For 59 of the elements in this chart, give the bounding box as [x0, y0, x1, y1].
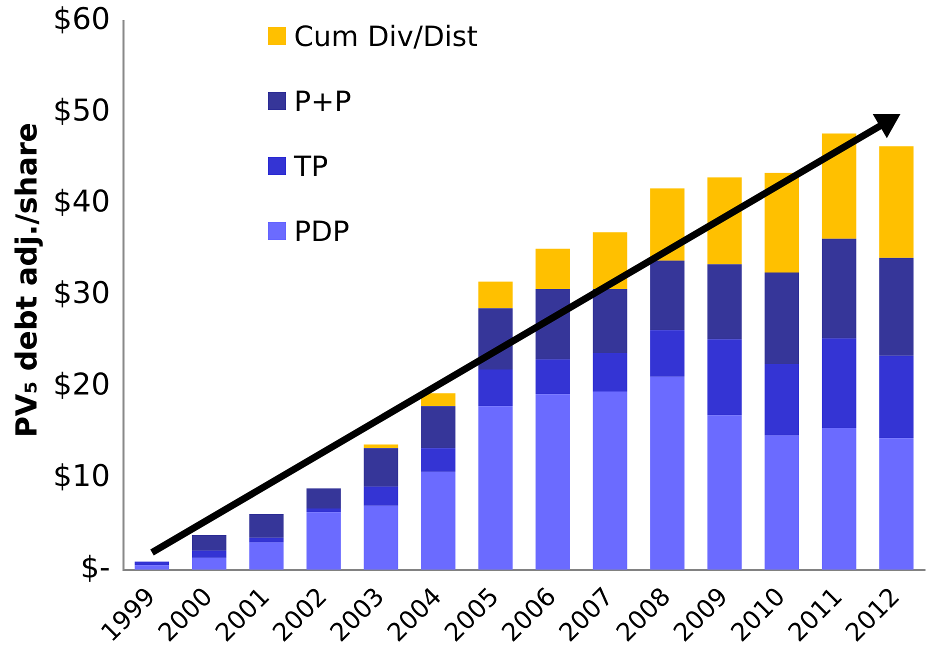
bar — [879, 258, 914, 356]
bar — [478, 406, 513, 570]
bar — [364, 448, 398, 487]
bar — [306, 512, 341, 570]
bar — [134, 565, 170, 570]
bar — [306, 508, 341, 512]
legend-label: PDP — [294, 214, 350, 248]
bar — [822, 428, 856, 570]
y-tick-label: $10 — [52, 459, 110, 494]
bar — [822, 134, 856, 239]
bar — [650, 260, 684, 330]
bar — [822, 238, 856, 338]
y-tick-label: $20 — [52, 368, 110, 403]
bar — [707, 177, 742, 264]
bar — [421, 406, 456, 448]
bar — [306, 488, 341, 509]
bar — [536, 248, 570, 289]
bar — [592, 391, 628, 570]
y-tick-label: $60 — [52, 2, 110, 37]
bar — [192, 535, 226, 551]
y-tick-label: $- — [80, 550, 110, 586]
bar — [478, 369, 513, 406]
bar — [764, 435, 800, 570]
bar — [421, 448, 456, 472]
bar — [249, 514, 284, 538]
bar — [707, 264, 742, 340]
bar — [879, 146, 914, 258]
bar — [764, 364, 800, 436]
y-tick-label: $40 — [52, 184, 110, 220]
bar — [364, 444, 398, 448]
bar — [478, 282, 513, 308]
bar — [134, 562, 170, 566]
bar — [879, 356, 914, 438]
bar — [536, 359, 570, 394]
y-tick-label: $30 — [52, 276, 110, 312]
bar — [592, 353, 628, 392]
bar — [249, 542, 284, 570]
bar — [421, 393, 456, 406]
bar — [650, 330, 684, 377]
bar — [764, 272, 800, 364]
bar — [879, 438, 914, 570]
legend-label: Cum Div/Dist — [294, 20, 478, 52]
bar — [650, 376, 684, 570]
bar — [764, 172, 800, 273]
y-tick-label: $50 — [52, 93, 110, 128]
bar — [364, 506, 398, 570]
legend-label: TP — [294, 150, 328, 182]
bar — [536, 394, 570, 570]
bar — [822, 338, 856, 428]
bar — [592, 288, 628, 354]
bar — [192, 550, 226, 558]
bar — [249, 538, 284, 542]
bar — [364, 486, 398, 506]
y-axis-title: PV₅ debt adj./share — [9, 122, 43, 438]
bar — [707, 415, 742, 570]
bar — [707, 339, 742, 416]
legend-label: P+P — [294, 84, 352, 118]
bar — [421, 472, 456, 570]
bar — [192, 558, 226, 570]
